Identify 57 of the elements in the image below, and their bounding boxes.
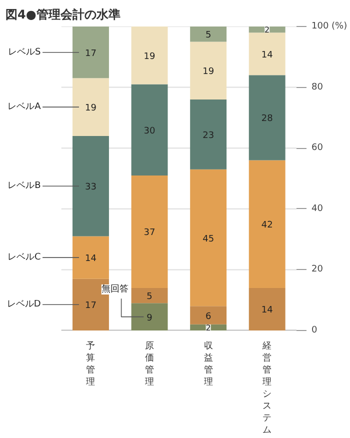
data-label: 19 bbox=[85, 104, 97, 114]
x-tick-label: 収益管理 bbox=[204, 340, 213, 388]
bar bbox=[248, 288, 286, 330]
y-tick-label: 100 (%) bbox=[312, 22, 348, 32]
bar bbox=[131, 303, 168, 330]
data-label: 17 bbox=[85, 301, 96, 312]
y-tick-label: 0 bbox=[312, 326, 318, 336]
bar bbox=[72, 26, 109, 78]
data-label: 19 bbox=[144, 52, 156, 62]
bar bbox=[190, 169, 227, 306]
series-label: 無回答 bbox=[101, 283, 128, 294]
data-label: 5 bbox=[146, 292, 152, 302]
chart-title: 図4●管理会計の水準 bbox=[6, 8, 120, 22]
bar bbox=[190, 42, 227, 100]
bar bbox=[131, 84, 168, 176]
text: レベルS bbox=[8, 47, 42, 58]
text: レベルD bbox=[6, 300, 41, 310]
data-label: 42 bbox=[261, 220, 273, 231]
text: レベルC bbox=[7, 252, 41, 263]
data-label: 14 bbox=[261, 306, 274, 316]
bar bbox=[72, 78, 109, 136]
data-label: 2 bbox=[206, 323, 211, 332]
data-label: 45 bbox=[202, 234, 214, 244]
bar bbox=[190, 26, 227, 42]
bar bbox=[190, 306, 227, 324]
y-tick-label: 40 bbox=[312, 204, 324, 214]
bar bbox=[248, 32, 286, 76]
data-label: 9 bbox=[146, 313, 153, 324]
data-label: 19 bbox=[202, 67, 214, 78]
data-label: 23 bbox=[202, 130, 214, 141]
bar bbox=[72, 236, 109, 279]
data-label: 33 bbox=[85, 182, 96, 193]
y-tick-label: 80 bbox=[312, 82, 324, 92]
bar bbox=[72, 136, 109, 236]
x-tick-label: 経営管理システム bbox=[262, 342, 272, 436]
data-label: 37 bbox=[144, 228, 156, 238]
x-tick-label: 予算管理 bbox=[86, 340, 96, 388]
y-tick-label: 60 bbox=[312, 143, 324, 154]
data-label: 17 bbox=[85, 48, 96, 59]
text: レベルB bbox=[8, 181, 41, 192]
data-label: 14 bbox=[261, 50, 274, 60]
bar bbox=[131, 26, 168, 84]
data-label: 6 bbox=[205, 312, 212, 322]
bar bbox=[248, 75, 286, 160]
data-label: 5 bbox=[205, 30, 212, 41]
data-label: 30 bbox=[144, 126, 156, 136]
bar bbox=[131, 175, 168, 288]
text: レベルA bbox=[8, 102, 42, 112]
x-tick-label: 原価管理 bbox=[145, 342, 154, 388]
bar bbox=[248, 160, 286, 288]
bar bbox=[190, 99, 227, 170]
data-label: 14 bbox=[85, 254, 97, 264]
bar bbox=[131, 288, 168, 304]
bar bbox=[72, 278, 109, 330]
data-label: 28 bbox=[261, 114, 274, 124]
data-label: 2 bbox=[264, 26, 270, 35]
y-tick-label: 20 bbox=[312, 264, 324, 275]
